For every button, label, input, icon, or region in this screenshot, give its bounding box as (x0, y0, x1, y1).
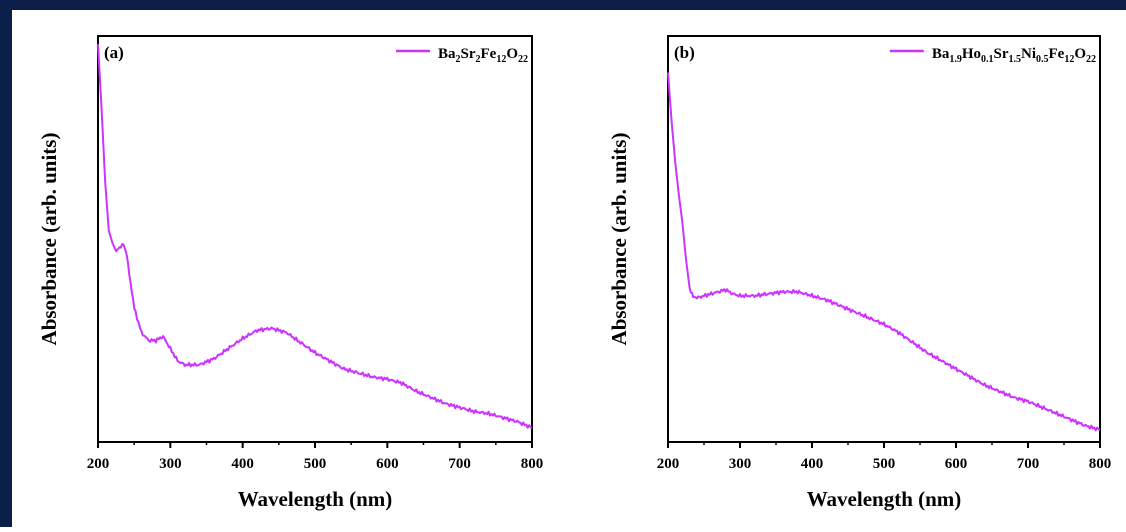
y-axis-title: Absorbance (arb. units) (37, 133, 61, 346)
x-tick-label: 200 (657, 456, 680, 472)
panel-label: (b) (674, 43, 695, 62)
legend-subscript: 2 (456, 54, 461, 65)
legend-subscript: 0.1 (981, 54, 994, 65)
legend-subscript: 12 (496, 54, 506, 65)
legend-label: Ba1.9Ho0.1Sr1.5Ni0.5Fe12O22 (932, 46, 1096, 65)
legend-subscript: 22 (1086, 54, 1096, 65)
legend-subscript: 0.5 (1036, 54, 1049, 65)
chart-panel-1: 200 300 400 500 600 700 800 Wavelength (nm) Abso… (37, 35, 544, 511)
series-line (667, 72, 1101, 432)
legend-subscript: 22 (518, 54, 528, 65)
legend-element: Sr (461, 46, 476, 62)
x-tick-label: 500 (873, 456, 896, 472)
legend-element: Ba (438, 46, 456, 62)
legend-subscript: 2 (476, 54, 481, 65)
plot-frame (667, 35, 1101, 443)
legend-element: O (1074, 46, 1086, 62)
figure-svg: 200 300 400 500 600 700 800 Wavelength (nm) Abso… (37, 35, 1112, 511)
x-tick-label: 200 (87, 456, 110, 472)
x-tick-label: 800 (1089, 456, 1112, 472)
x-tick-label: 800 (521, 456, 544, 472)
plot-frame (97, 35, 533, 443)
series-line (97, 44, 533, 429)
chart-panel-2: 200 300 400 500 600 700 800 Wavelength (nm) Abso… (607, 35, 1112, 511)
x-tick-label: 400 (801, 456, 824, 472)
x-tick-label: 500 (304, 456, 327, 472)
x-axis-title: Wavelength (nm) (807, 487, 962, 511)
x-tick-label: 700 (1017, 456, 1040, 472)
x-tick-label: 600 (376, 456, 399, 472)
x-axis-title: Wavelength (nm) (238, 487, 393, 511)
legend-label: Ba2Sr2Fe12O22 (438, 46, 528, 65)
x-tick-label: 400 (231, 456, 254, 472)
x-tick-label: 600 (945, 456, 968, 472)
legend-element: O (506, 46, 518, 62)
legend-element: Fe (481, 46, 497, 62)
legend-element: Ho (962, 46, 981, 62)
legend-element: Fe (1049, 46, 1065, 62)
legend-subscript: 12 (1064, 54, 1074, 65)
x-tick-label: 300 (729, 456, 752, 472)
legend-element: Ba (932, 46, 950, 62)
legend-element: Sr (994, 46, 1009, 62)
x-tick-label: 700 (448, 456, 471, 472)
legend-subscript: 1.5 (1009, 54, 1022, 65)
legend-subscript: 1.9 (949, 54, 962, 65)
panel-label: (a) (104, 43, 124, 62)
y-axis-title: Absorbance (arb. units) (607, 133, 631, 346)
x-tick-label: 300 (159, 456, 182, 472)
legend-element: Ni (1021, 46, 1036, 62)
